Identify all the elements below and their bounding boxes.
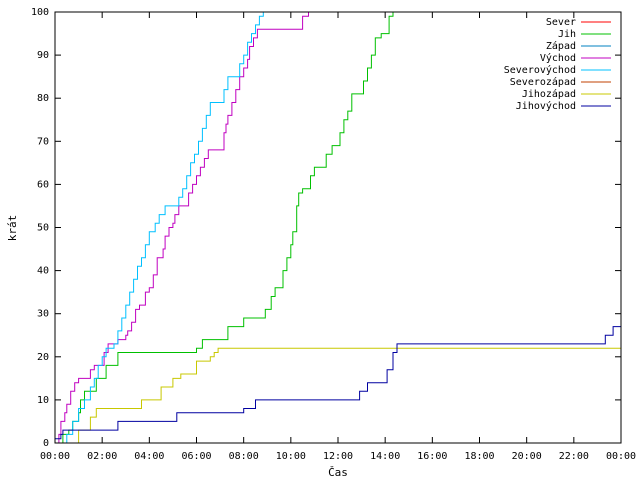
x-tick-label: 20:00 <box>512 451 542 462</box>
legend-label: Jih <box>558 29 576 40</box>
y-tick-label: 40 <box>37 266 49 277</box>
x-tick-label: 08:00 <box>229 451 259 462</box>
x-tick-label: 16:00 <box>417 451 447 462</box>
y-tick-label: 0 <box>43 438 49 449</box>
legend-label: Severovýchod <box>504 64 576 76</box>
x-axis-label: Čas <box>328 466 348 479</box>
legend-label: Východ <box>540 52 576 64</box>
series-line-jihozapad <box>55 347 621 444</box>
x-tick-label: 22:00 <box>559 451 589 462</box>
tick-layer: 0 10 20 30 40 50 60 70 80 90 100 00:00 02:00 04:00 06:… <box>31 7 636 462</box>
x-tick-label: 10:00 <box>276 451 306 462</box>
x-tick-label: 12:00 <box>323 451 353 462</box>
x-tick-label: 06:00 <box>181 451 211 462</box>
y-tick-label: 70 <box>37 136 49 147</box>
series-layer <box>55 11 621 444</box>
x-tick-label: 02:00 <box>87 451 117 462</box>
x-tick-label: 00:00 <box>606 451 636 462</box>
y-axis-label: krát <box>6 215 19 242</box>
y-tick-label: 90 <box>37 50 49 61</box>
y-tick-label: 30 <box>37 309 49 320</box>
legend-label: Jihozápad <box>522 88 576 100</box>
series-line-vychod <box>55 11 315 444</box>
y-tick-label: 60 <box>37 179 49 190</box>
x-tick-label: 04:00 <box>134 451 164 462</box>
series-line-jihovychod <box>55 326 621 440</box>
x-tick-label: 18:00 <box>464 451 494 462</box>
legend: SeverJihZápadVýchodSeverovýchodSeverozáp… <box>504 17 611 112</box>
legend-label: Severozápad <box>510 76 576 88</box>
legend-label: Západ <box>546 40 576 52</box>
y-tick-label: 20 <box>37 352 49 363</box>
y-tick-label: 10 <box>37 395 49 406</box>
x-tick-label: 00:00 <box>40 451 70 462</box>
legend-label: Sever <box>546 17 576 28</box>
series-line-severovychod <box>55 11 268 444</box>
y-tick-label: 50 <box>37 223 49 234</box>
y-tick-label: 80 <box>37 93 49 104</box>
y-tick-label: 100 <box>31 7 49 18</box>
legend-label: Jihovýchod <box>516 100 576 112</box>
x-tick-label: 14:00 <box>370 451 400 462</box>
